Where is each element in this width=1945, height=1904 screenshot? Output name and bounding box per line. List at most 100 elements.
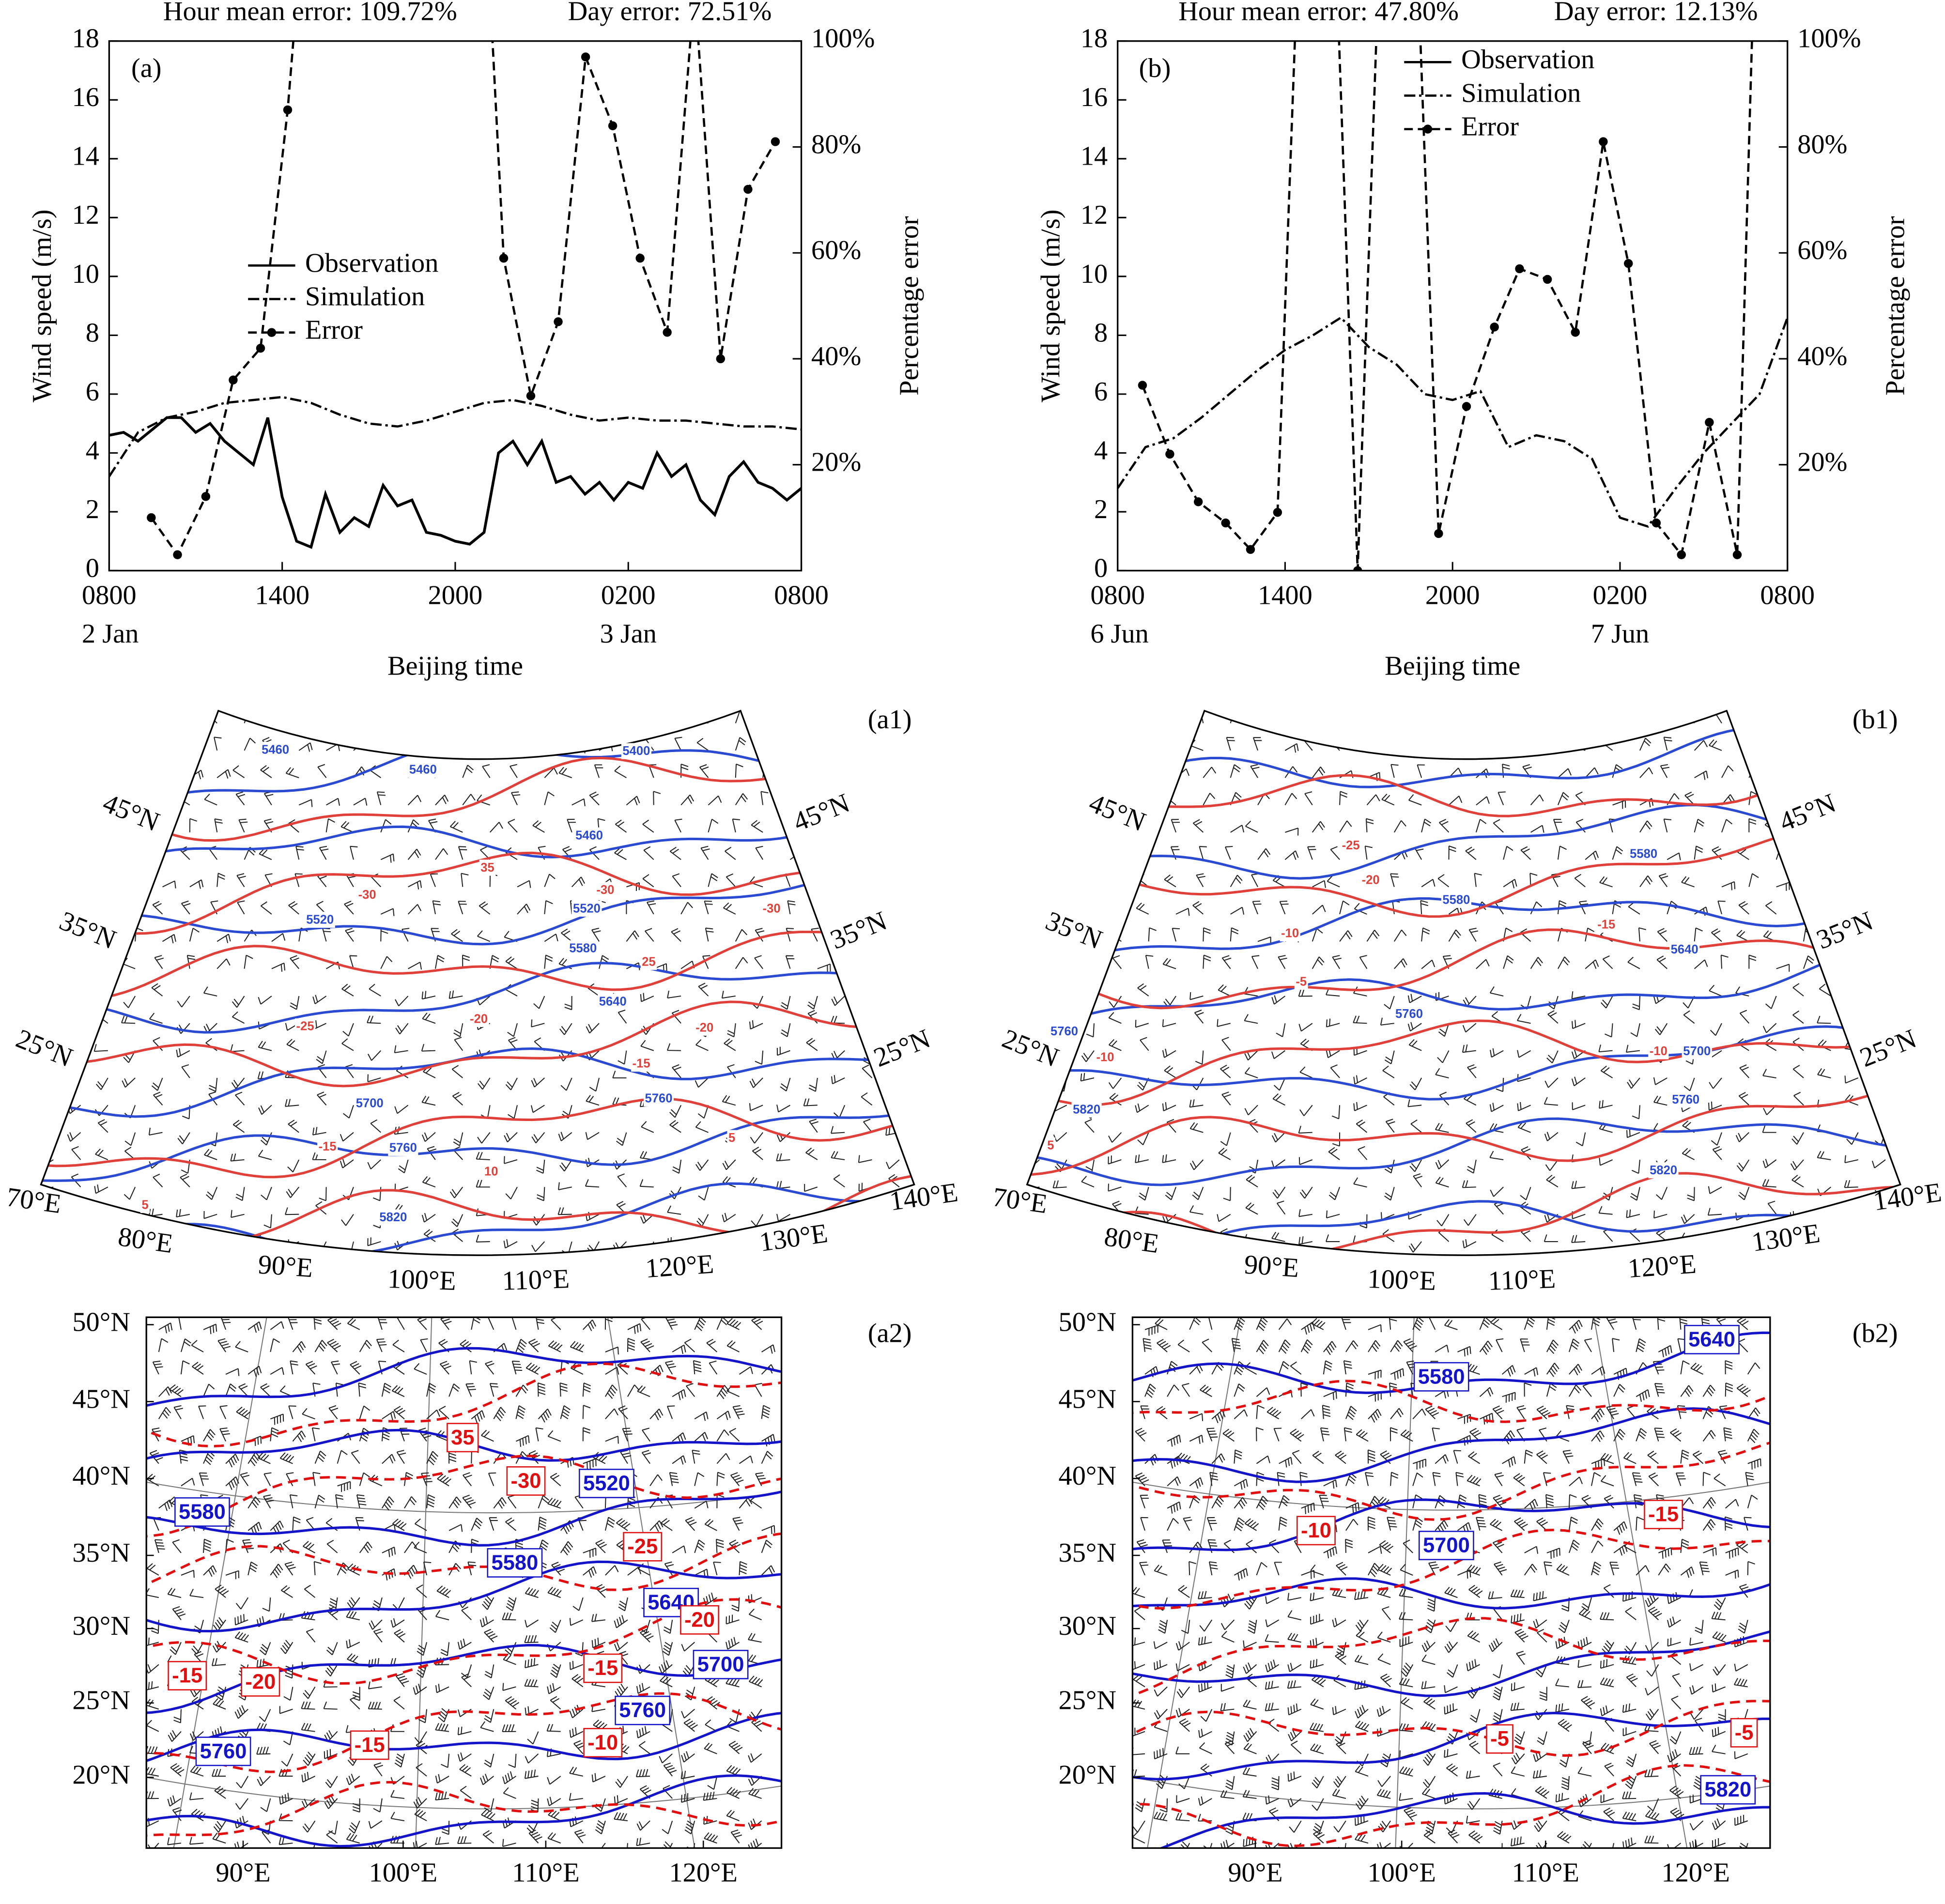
- wind-barb: [1389, 1382, 1397, 1397]
- wind-barb: [1390, 1472, 1399, 1486]
- wind-barb: [692, 1449, 700, 1464]
- wind-barb: [225, 1570, 240, 1580]
- contour-label-box: [1670, 1091, 1701, 1108]
- contour-label: 5520: [306, 913, 334, 926]
- lon-label: 70°E: [4, 1182, 63, 1219]
- wind-barb: [1298, 1125, 1312, 1134]
- x-tick-label: 1400: [1258, 581, 1312, 611]
- wind-barb: [1225, 1731, 1235, 1746]
- wind-barb: [1817, 1151, 1831, 1161]
- wind-barb: [1399, 1636, 1413, 1647]
- wind-barb: [162, 934, 176, 944]
- wind-barb: [1312, 1798, 1324, 1811]
- wind-barb: [421, 1213, 436, 1223]
- wind-barb: [1536, 1450, 1548, 1464]
- wind-barb: [1435, 1520, 1449, 1534]
- wind-barb: [1354, 1655, 1369, 1665]
- panel-label: (b): [1139, 53, 1171, 83]
- chart-title: Day error: 12.13%: [1554, 0, 1758, 26]
- wind-barb: [1140, 1037, 1149, 1051]
- wind-barb: [1702, 1497, 1716, 1509]
- wind-barb: [313, 1561, 322, 1576]
- wind-barb: [328, 1820, 338, 1835]
- wind-barb: [1709, 1077, 1722, 1089]
- wind-barb: [761, 1434, 775, 1447]
- y-tick-label: 4: [86, 435, 99, 465]
- wind-barb: [1332, 1588, 1346, 1598]
- y2-tick-label: 60%: [1797, 235, 1847, 265]
- wind-barb: [123, 996, 136, 1008]
- wind-barb: [1333, 1776, 1346, 1788]
- wind-barb: [1377, 1564, 1392, 1576]
- wind-barb: [531, 1077, 545, 1088]
- wind-barb: [1725, 1547, 1739, 1559]
- wind-barb: [234, 1705, 248, 1719]
- wind-barb: [723, 902, 736, 915]
- contour-label: -25: [296, 1020, 314, 1033]
- wind-barb: [1420, 900, 1429, 914]
- wind-barb: [434, 955, 445, 969]
- wind-barb: [1626, 1673, 1638, 1688]
- wind-barb: [1792, 1064, 1804, 1078]
- wind-barb: [1256, 1405, 1265, 1419]
- wind-barb: [1404, 1807, 1418, 1821]
- wind-barb: [1407, 1099, 1422, 1107]
- wind-barb: [1689, 1637, 1703, 1646]
- contour-label-box: [1700, 1775, 1756, 1805]
- wind-barb: [604, 1317, 613, 1330]
- wind-barb: [335, 1494, 344, 1508]
- y-axis-label: Wind speed (m/s): [1035, 210, 1065, 402]
- wind-barb: [1577, 1659, 1592, 1668]
- map-frame: [145, 1316, 783, 1849]
- wind-barb: [1546, 1339, 1559, 1354]
- wind-barb: [1234, 1317, 1245, 1331]
- wind-barb: [807, 996, 818, 1010]
- contour-label-box: [574, 827, 604, 844]
- wind-barb: [1606, 1405, 1619, 1419]
- contour-label-box: [1297, 1516, 1336, 1546]
- wind-barb: [716, 1538, 724, 1553]
- wind-barb: [1762, 1023, 1777, 1033]
- wind-barb: [760, 791, 769, 805]
- wind-barb: [1108, 1132, 1122, 1143]
- wind-barb: [1255, 1427, 1264, 1442]
- wind-barb: [1403, 1338, 1417, 1352]
- wind-barb: [672, 1432, 686, 1444]
- wind-barb: [1080, 1073, 1095, 1082]
- wind-barb: [1155, 1318, 1168, 1330]
- wind-barb: [1354, 1680, 1369, 1690]
- wind-barb: [457, 1752, 472, 1762]
- wind-barb: [1671, 1695, 1682, 1710]
- wind-barb: [247, 1561, 258, 1576]
- wind-barb: [531, 1019, 545, 1028]
- error-point: [1677, 550, 1686, 559]
- contour-label-box: [680, 1605, 719, 1635]
- wind-barb: [1632, 1472, 1643, 1486]
- wind-barb: [152, 901, 163, 915]
- wind-barb: [503, 1239, 518, 1249]
- wind-barb: [750, 1132, 763, 1144]
- wind-barb: [314, 1450, 326, 1464]
- wind-barb: [681, 1708, 695, 1719]
- wind-barb: [1412, 1494, 1422, 1508]
- wind-barb: [347, 1563, 360, 1576]
- wind-barb: [1645, 1593, 1659, 1608]
- wind-barb: [605, 1346, 619, 1355]
- wind-barb: [694, 1317, 706, 1331]
- wind-barb: [1599, 1100, 1613, 1109]
- x-tick-label: 0800: [774, 581, 829, 611]
- wind-barb: [280, 1640, 293, 1654]
- wind-barb: [776, 1153, 790, 1162]
- panel-label: (b2): [1852, 1319, 1898, 1349]
- wind-barb: [484, 1753, 494, 1768]
- wind-barb: [1345, 1519, 1358, 1531]
- wind-barb: [146, 1681, 159, 1691]
- graticule: [1132, 1777, 1770, 1810]
- wind-barb: [1568, 1494, 1577, 1508]
- wind-barb: [1154, 1565, 1168, 1576]
- wind-barb: [1203, 767, 1217, 778]
- wind-barb: [1167, 1361, 1178, 1375]
- wind-barb: [683, 1718, 698, 1732]
- wind-barb: [285, 1664, 293, 1679]
- wind-barb: [1725, 1569, 1739, 1579]
